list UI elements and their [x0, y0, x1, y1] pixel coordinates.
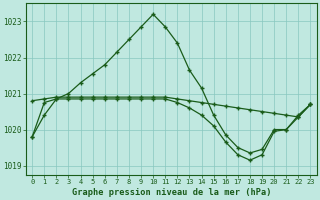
X-axis label: Graphe pression niveau de la mer (hPa): Graphe pression niveau de la mer (hPa) — [72, 188, 271, 197]
